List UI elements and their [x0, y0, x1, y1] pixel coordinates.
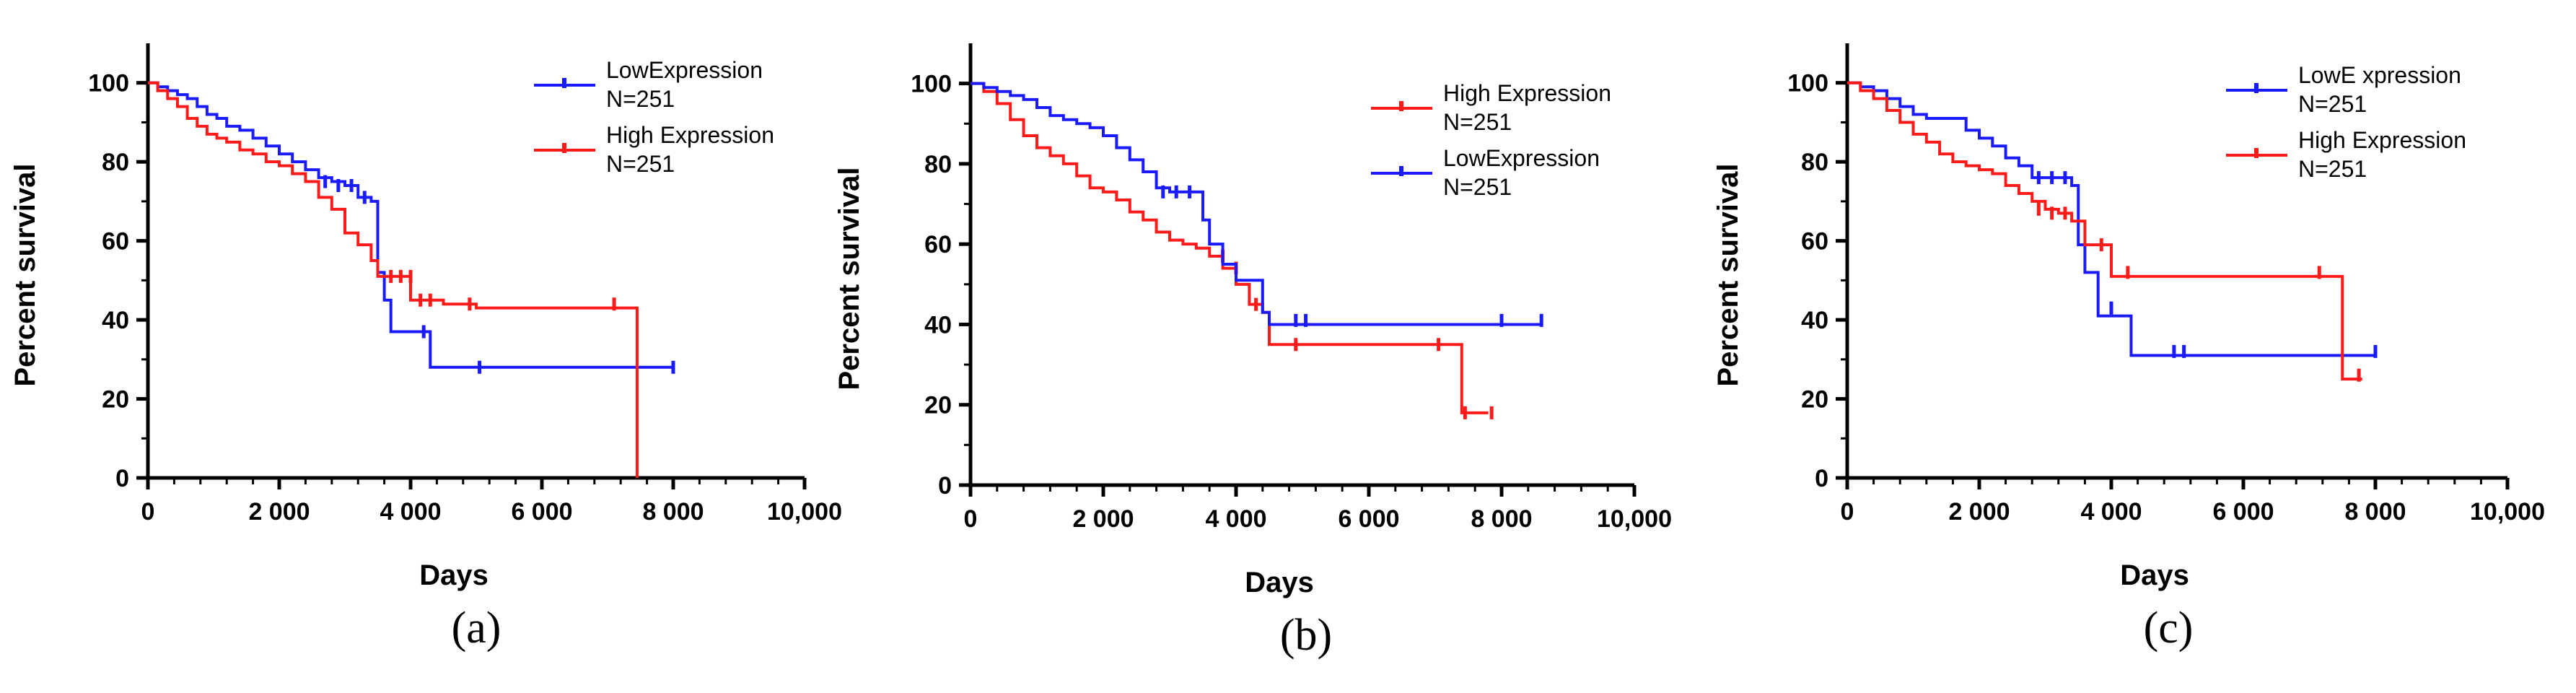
y-axis-title: Percent survival — [9, 163, 41, 386]
chart-panel-2: 0 20 40 60 80 100 0 2 000 4 000 6 000 8 000 10,000 D… — [833, 43, 1672, 660]
survival-curve-1 — [971, 82, 1489, 414]
legend-label: LowE xpression — [2298, 62, 2461, 88]
y-tick-label: 60 — [1801, 228, 1828, 256]
y-axis-title: Percent survival — [833, 167, 865, 390]
x-tick-label: 4 000 — [2080, 498, 2142, 526]
legend-label: High Expression — [1443, 80, 1611, 106]
chart-panel-3: 0 20 40 60 80 100 0 2 000 4 000 6 000 8 000 10,000 D… — [1712, 43, 2545, 653]
x-axis-title: Days — [419, 559, 489, 591]
y-tick-label: 0 — [115, 465, 129, 492]
legend-label: LowExpression — [606, 57, 763, 83]
x-tick-label: 4 000 — [1205, 505, 1266, 533]
y-tick-label: 80 — [102, 149, 129, 176]
y-axis-title: Percent survival — [1712, 163, 1744, 386]
legend-count: N=251 — [2298, 156, 2367, 182]
x-tick-label: 2 000 — [1948, 498, 2010, 526]
survival-curve-1 — [148, 81, 673, 369]
y-tick-label: 20 — [102, 386, 129, 414]
y-tick-label: 100 — [88, 70, 129, 97]
x-tick-label: 6 000 — [511, 498, 572, 526]
y-tick-label: 60 — [924, 231, 952, 258]
x-tick-label: 8 000 — [2344, 498, 2406, 526]
y-tick-label: 80 — [1801, 149, 1828, 176]
x-tick-label: 8 000 — [642, 498, 704, 526]
legend-item-2: LowExpression N=251 — [1371, 145, 1600, 200]
x-tick-label: 0 — [141, 498, 155, 526]
y-tick-label: 40 — [1801, 307, 1828, 334]
x-tick-label: 10,000 — [767, 498, 842, 526]
survival-curve-2 — [971, 82, 1542, 326]
x-tick-label: 6 000 — [1338, 505, 1399, 533]
legend-count: N=251 — [1443, 109, 1512, 135]
legend-count: N=251 — [606, 151, 675, 177]
legend-item-1: LowE xpression N=251 — [2226, 62, 2461, 117]
legend-item-2: High Expression N=251 — [534, 122, 774, 177]
legend-label: High Expression — [606, 122, 774, 148]
y-tick-label: 100 — [911, 71, 952, 98]
x-tick-label: 8 000 — [1471, 505, 1532, 533]
y-tick-label: 100 — [1787, 70, 1828, 97]
y-tick-label: 80 — [924, 151, 952, 178]
y-tick-label: 0 — [1815, 465, 1828, 492]
y-tick-label: 40 — [102, 307, 129, 334]
x-tick-label: 0 — [964, 505, 978, 533]
x-axis-title: Days — [2120, 559, 2189, 591]
legend-count: N=251 — [606, 86, 675, 112]
legend-item-2: High Expression N=251 — [2226, 127, 2466, 182]
panel-caption: (a) — [452, 603, 501, 653]
y-tick-label: 60 — [102, 228, 129, 256]
legend-count: N=251 — [1443, 174, 1512, 200]
legend-item-1: LowExpression N=251 — [534, 57, 763, 112]
x-axis-title: Days — [1245, 567, 1314, 598]
x-tick-label: 10,000 — [2470, 498, 2545, 526]
y-tick-label: 20 — [1801, 386, 1828, 414]
x-tick-label: 2 000 — [1072, 505, 1134, 533]
x-tick-label: 6 000 — [2212, 498, 2274, 526]
legend-item-1: High Expression N=251 — [1371, 80, 1611, 135]
x-tick-label: 2 000 — [248, 498, 310, 526]
panel-caption: (c) — [2144, 603, 2194, 653]
y-tick-label: 40 — [924, 311, 952, 339]
x-tick-label: 10,000 — [1597, 505, 1672, 533]
y-tick-label: 0 — [938, 472, 952, 500]
y-tick-label: 20 — [924, 392, 952, 419]
survival-curve-1 — [1847, 81, 2375, 357]
chart-panel-1: 0 20 40 60 80 100 0 2 000 4 000 6 000 8 000 10,000 D… — [9, 43, 842, 653]
x-tick-label: 0 — [1841, 498, 1854, 526]
legend-count: N=251 — [2298, 91, 2367, 117]
legend-label: High Expression — [2298, 127, 2466, 153]
legend-label: LowExpression — [1443, 145, 1600, 171]
panel-caption: (b) — [1280, 611, 1332, 660]
x-tick-label: 4 000 — [380, 498, 441, 526]
survival-curve-2 — [1847, 81, 2362, 381]
